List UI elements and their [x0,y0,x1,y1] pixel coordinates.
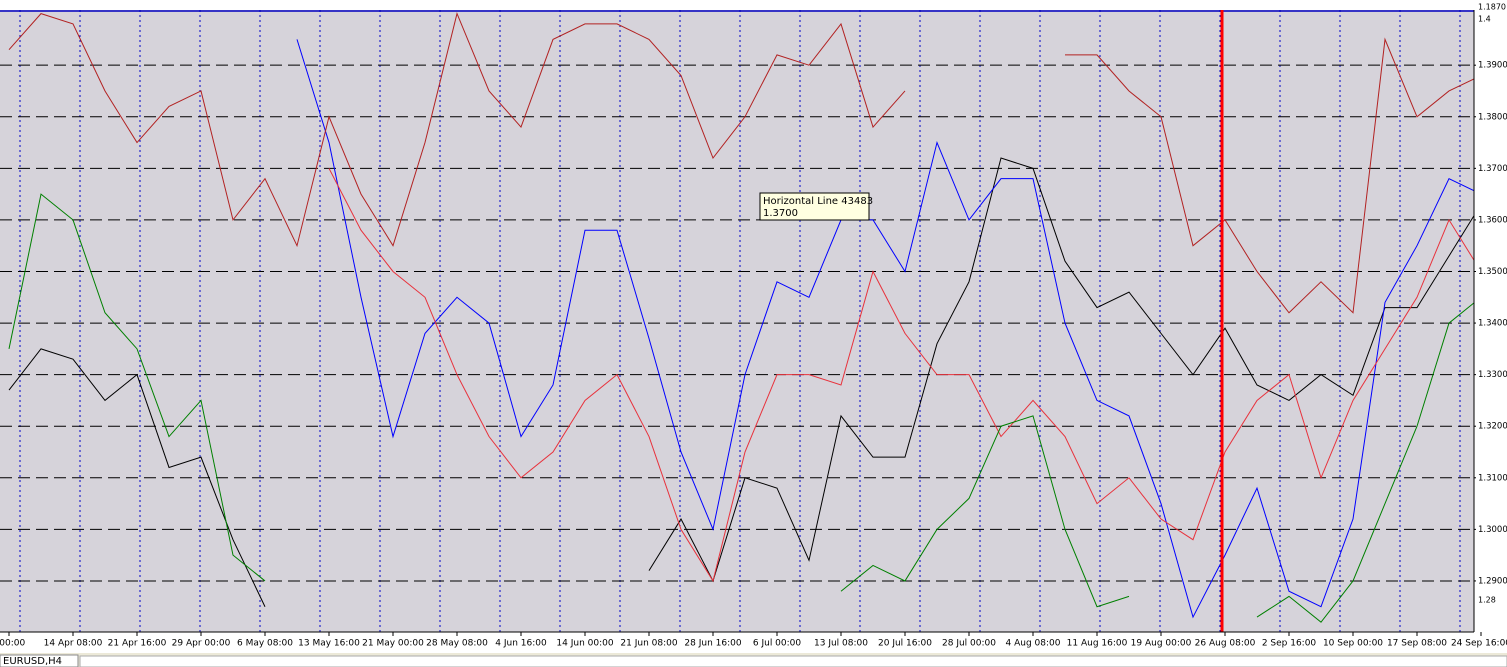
x-tick-label: 28 Jul 00:00 [942,639,996,649]
tooltip-box [759,192,870,221]
x-tick-label: 10 Sep 00:00 [1323,639,1383,649]
series-group [8,12,1474,623]
price-line [8,12,1474,314]
x-tick-label: 14 Apr 08:00 [44,639,103,649]
x-tick-label: 13 May 16:00 [298,639,360,649]
scrollbar[interactable] [79,655,1507,667]
price-line [8,157,1474,607]
x-tick-label: 20 Jul 16:00 [878,639,932,649]
tick-label-box [1476,574,1507,587]
tick-label-box [1476,59,1507,72]
y-tick-label: 1.3900 [1478,61,1507,71]
x-tick-label: 29 Apr 00:00 [172,639,231,649]
y-tick-label: 1.3300 [1478,370,1507,380]
price-line [296,39,1474,619]
tick-label-box [1476,523,1507,536]
tick-label-box [1476,110,1507,123]
x-tick-label: 6 May 08:00 [237,639,293,649]
scale-label: 1.28 [1478,596,1496,605]
x-tick-label: 21 Jun 08:00 [620,639,677,649]
x-tick-label: 28 Jun 16:00 [684,639,741,649]
y-tick-label: 1.3700 [1478,164,1507,174]
axis-labels: 1.2900 1.3000 1.3100 1.3200 1.3300 1.3400 1.35… [0,59,1507,649]
tick-label-box [1476,420,1507,433]
tick-label-box [1476,265,1507,278]
tick-label-box [1476,162,1507,175]
tick-label-box [1476,317,1507,330]
x-tick-label: 26 Aug 08:00 [1195,639,1256,649]
y-tick-label: 1.3600 [1478,215,1507,225]
x-tick-label: 21 Apr 16:00 [108,639,167,649]
x-tick-label: 4 Jun 16:00 [495,639,547,649]
y-tick-label: 1.3400 [1478,319,1507,329]
plot-area [0,10,1474,632]
y-tick-label: 1.3100 [1478,473,1507,483]
grid [0,10,1474,632]
y-tick-label: 1.3000 [1478,525,1507,535]
tooltip-line: 1.3700 [763,208,798,219]
tick-label-box [1476,368,1507,381]
price-line [328,168,1474,583]
tick-label-box [1476,471,1507,484]
tab[interactable] [0,654,79,667]
x-tick-label: 24 Sep 16:00 [1451,639,1507,649]
x-tick-label: r 00:00 [0,639,26,649]
x-tick-label: 11 Aug 16:00 [1067,639,1128,649]
y-tick-label: 1.3500 [1478,267,1507,277]
tab-label[interactable]: EURUSD,H4 [3,656,62,667]
y-tick-label: 1.3200 [1478,422,1507,432]
x-tick-label: 28 May 08:00 [426,639,488,649]
tooltip-line: Horizontal Line 43483 [763,196,873,207]
x-tick-label: 21 May 00:00 [362,639,424,649]
y-tick-label: 1.2900 [1478,576,1507,586]
x-tick-label: 13 Jul 08:00 [814,639,868,649]
y-tick-label: 1.3800 [1478,112,1507,122]
x-tick-label: 14 Jun 00:00 [556,639,613,649]
tick-label-box [1476,213,1507,226]
price-line [8,193,1474,623]
tooltip: Horizontal Line 43483 1.3700 [759,192,873,221]
x-tick-label: 17 Sep 08:00 [1387,639,1447,649]
x-tick-label: 19 Aug 00:00 [1131,639,1192,649]
scale-label: 1.1870 [1478,3,1506,12]
x-tick-label: 6 Jul 00:00 [753,639,802,649]
scale-label: 1.4 [1478,15,1491,24]
x-tick-label: 2 Sep 16:00 [1262,639,1317,649]
x-tick-label: 4 Aug 08:00 [1006,639,1061,649]
